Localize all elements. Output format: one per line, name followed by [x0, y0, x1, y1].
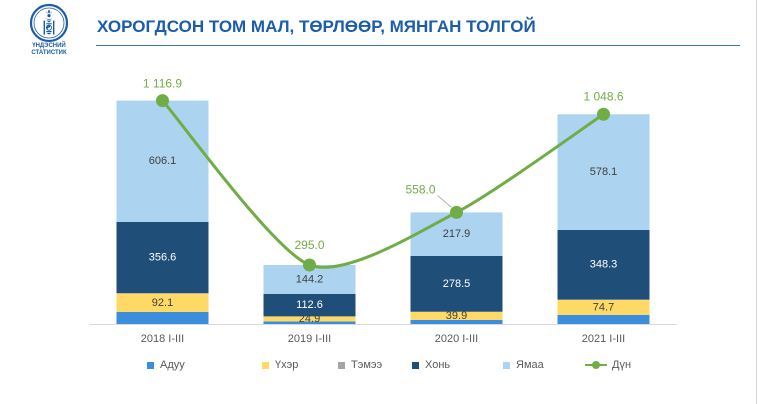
bar-cattle-1: [263, 316, 356, 322]
legend-swatch-sheep: [412, 361, 419, 369]
bar-cattle-0: [116, 293, 209, 312]
chart-legend: Адуу Үхэр Тэмээ Хонь Ямаа Дүн: [0, 357, 763, 373]
category-label-2: 2020 I-III: [435, 333, 478, 345]
logo-text-line2: СТАТИСТИК: [31, 50, 67, 56]
legend-label-total: Дүн: [612, 359, 632, 371]
page-title: ХОРОГДСОН ТОМ МАЛ, ТӨРЛӨӨР, МЯНГАН ТОЛГО…: [97, 17, 536, 36]
total-marker-1: [303, 258, 316, 272]
total-marker-3: [597, 107, 610, 121]
legend-label-cattle: Үхэр: [275, 359, 299, 371]
legend-label-goat: Ямаа: [516, 359, 544, 371]
bar-goat-3: [557, 114, 650, 230]
legend-swatch-cattle: [262, 361, 269, 369]
total-label-leader-2: [437, 195, 452, 208]
total-marker-2: [450, 205, 463, 219]
total-label-3: 1 048.6: [583, 89, 623, 103]
legend-swatch-camel: [338, 361, 345, 369]
stacked-bar-line-chart: 92.1 24.9 39.9 74.7 356.6 112.6 278.5 348.3 606.…: [89, 77, 677, 345]
soyombo-emblem-icon: [29, 3, 69, 43]
logo-text-line1: ҮНДЭСНИЙ: [32, 43, 66, 49]
legend-line-marker: [592, 361, 600, 369]
data-label-sheep-0: 356.6: [149, 252, 177, 264]
legend-item-total: Дүн: [585, 357, 631, 373]
data-label-goat-3: 578.1: [590, 166, 618, 178]
bar-horse-1: [263, 321, 356, 324]
total-line: [161, 99, 605, 269]
legend-item-goat: Ямаа: [503, 357, 544, 373]
legend-item-cattle: Үхэр: [262, 357, 298, 373]
bar-goat-2: [410, 212, 503, 256]
total-label-0: 1 116.9: [143, 77, 182, 91]
bar-sheep-3: [557, 229, 650, 300]
category-label-3: 2021 I-III: [582, 333, 625, 345]
bar-sheep-1: [263, 293, 356, 317]
bar-goat-0: [116, 100, 209, 222]
legend-item-horse: Адуу: [147, 357, 185, 373]
category-label-1: 2019 I-III: [288, 333, 331, 345]
data-label-goat-2: 217.9: [443, 228, 471, 240]
bar-sheep-2: [410, 255, 503, 312]
data-label-cattle-3: 74.7: [593, 301, 614, 313]
legend-label-camel: Тэмээ: [351, 359, 383, 371]
bar-cattle-2: [410, 311, 503, 320]
total-label-1: 295.0: [294, 238, 324, 252]
slide-edge: [756, 0, 757, 404]
data-label-cattle-1: 24.9: [299, 313, 320, 325]
bar-cattle-3: [557, 299, 650, 315]
data-label-cattle-0: 92.1: [152, 297, 173, 309]
legend-swatch-goat: [503, 361, 510, 369]
data-label-sheep-2: 278.5: [443, 278, 471, 290]
data-label-goat-1: 144.2: [296, 273, 324, 285]
bar-horse-0: [116, 312, 209, 324]
legend-item-sheep: Хонь: [412, 357, 450, 373]
bar-horse-3: [557, 314, 650, 324]
bar-sheep-0: [116, 221, 209, 294]
data-label-sheep-3: 348.3: [590, 259, 618, 271]
legend-swatch-total: [585, 357, 607, 373]
data-label-goat-0: 606.1: [149, 155, 177, 167]
title-divider: [96, 45, 740, 46]
category-label-0: 2018 I-III: [141, 333, 184, 345]
total-marker-0: [156, 94, 169, 108]
bar-horse-2: [410, 319, 503, 324]
data-label-cattle-2: 39.9: [446, 310, 467, 322]
legend-swatch-horse: [147, 361, 154, 369]
legend-item-camel: Тэмээ: [338, 357, 382, 373]
total-label-2: 558.0: [405, 182, 435, 196]
statistics-logo: ҮНДЭСНИЙ СТАТИСТИК: [20, 3, 78, 61]
data-label-sheep-1: 112.6: [296, 299, 323, 311]
legend-label-horse: Адуу: [160, 359, 185, 371]
legend-label-sheep: Хонь: [425, 359, 451, 371]
